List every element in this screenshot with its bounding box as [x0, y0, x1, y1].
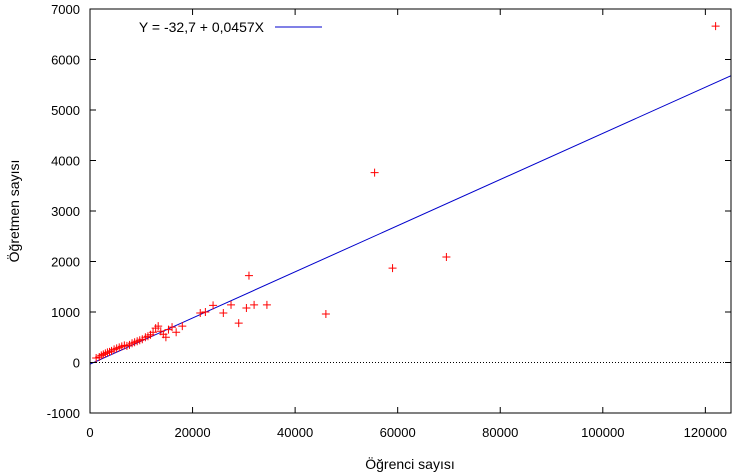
axes: 0 20000 40000 60000 80000 100000 120000 -1000 0 1… — [47, 2, 732, 440]
data-point — [244, 271, 253, 280]
data-marks — [92, 22, 720, 362]
data-point — [234, 319, 243, 328]
plot-frame — [89, 8, 732, 414]
x-tick-label: 100000 — [581, 425, 624, 440]
data-point — [103, 348, 112, 357]
data-point — [321, 310, 330, 319]
y-tick-label: 3000 — [51, 204, 80, 219]
data-point — [97, 351, 106, 360]
y-tick-label: 1000 — [51, 305, 80, 320]
data-point — [201, 308, 210, 316]
data-point — [196, 309, 205, 318]
legend-label: Y = -32,7 + 0,0457X — [139, 19, 265, 35]
x-axis-title: Öğrenci sayısı — [365, 455, 454, 472]
y-tick-label: 4000 — [51, 154, 80, 169]
data-point — [242, 303, 251, 312]
y-tick-label: 7000 — [51, 2, 80, 17]
data-point — [442, 252, 451, 261]
legend: Y = -32,7 + 0,0457X — [139, 19, 322, 35]
plot-area — [90, 75, 731, 365]
data-point — [250, 300, 259, 309]
x-tick-label: 40000 — [277, 425, 313, 440]
data-point — [168, 323, 177, 332]
y-tick-label: -1000 — [47, 406, 80, 421]
data-point — [95, 352, 104, 361]
data-point — [227, 300, 236, 309]
x-tick-label: 120000 — [684, 425, 727, 440]
y-tick-label: 0 — [73, 356, 80, 371]
y-tick-label: 6000 — [51, 53, 80, 68]
x-tick-label: 0 — [86, 425, 93, 440]
x-tick-label: 20000 — [174, 425, 210, 440]
data-point — [161, 333, 170, 342]
data-point — [219, 309, 228, 318]
data-point — [262, 300, 271, 309]
data-point — [209, 301, 218, 310]
data-point — [154, 322, 163, 331]
data-point — [105, 347, 114, 356]
data-point — [711, 22, 720, 31]
data-point — [178, 322, 187, 331]
data-point — [101, 349, 110, 358]
data-point — [370, 168, 379, 177]
y-tick-label: 5000 — [51, 103, 80, 118]
x-tick-label: 60000 — [380, 425, 416, 440]
data-point — [388, 264, 397, 273]
y-tick-label: 2000 — [51, 255, 80, 270]
data-point — [99, 350, 108, 359]
x-tick-label: 80000 — [482, 425, 518, 440]
data-point — [149, 328, 158, 337]
y-axis-title: Öğretmen sayısı — [5, 160, 22, 263]
data-point — [172, 328, 181, 337]
regression-line — [90, 75, 731, 365]
